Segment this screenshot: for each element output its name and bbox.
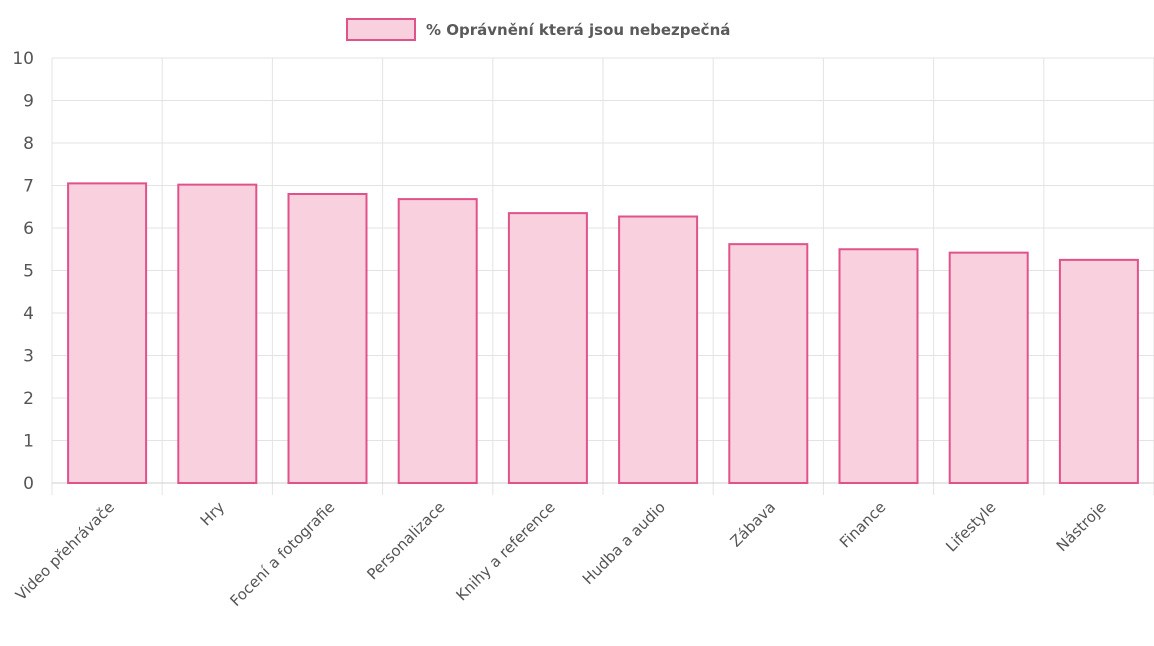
bar[interactable] [67, 182, 148, 484]
bar[interactable] [838, 248, 919, 484]
x-tick-label: Personalizace [363, 498, 448, 583]
bar[interactable] [507, 212, 588, 484]
x-tick-label: Hudba a audio [579, 498, 669, 588]
x-tick-label: Knihy a reference [452, 498, 558, 604]
bar[interactable] [177, 183, 258, 484]
y-tick-label: 10 [12, 49, 34, 69]
y-tick-label: 5 [23, 262, 34, 282]
bar[interactable] [287, 193, 368, 484]
legend-label: % Oprávnění která jsou nebezpečná [426, 21, 730, 39]
x-tick-label: Video přehrávače [12, 498, 118, 604]
bar[interactable] [618, 215, 699, 484]
bar[interactable] [1058, 258, 1139, 484]
y-tick-label: 3 [23, 347, 34, 367]
x-tick-label: Finance [836, 498, 889, 551]
bar[interactable] [397, 198, 478, 484]
x-tick-label: Focení a fotografie [226, 498, 338, 610]
bars [67, 182, 1139, 484]
y-tick-label: 0 [23, 474, 34, 494]
bar[interactable] [948, 251, 1029, 484]
bar[interactable] [728, 243, 809, 484]
y-tick-label: 8 [23, 134, 34, 154]
x-tick-label: Hry [197, 498, 228, 529]
y-tick-label: 4 [23, 304, 34, 324]
y-tick-label: 9 [23, 92, 34, 112]
x-tick-label: Zábava [727, 498, 780, 551]
y-axis-ticks: 0 1 2 3 4 5 6 7 8 9 10 [12, 49, 34, 494]
y-tick-label: 1 [23, 432, 34, 452]
legend[interactable]: % Oprávnění která jsou nebezpečná [346, 18, 730, 41]
y-tick-label: 6 [23, 219, 34, 239]
legend-swatch [346, 18, 416, 41]
x-tick-label: Nástroje [1053, 498, 1110, 555]
y-tick-label: 2 [23, 389, 34, 409]
x-tick-label: Lifestyle [942, 498, 999, 555]
y-tick-label: 7 [23, 177, 34, 197]
